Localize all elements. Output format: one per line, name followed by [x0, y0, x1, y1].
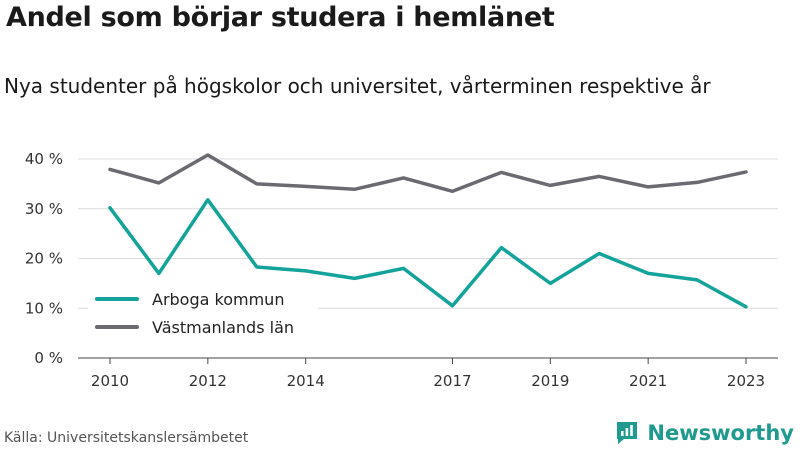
x-tick-label: 2017 — [433, 372, 471, 390]
legend-label: Västmanlands län — [152, 318, 294, 337]
x-tick-label: 2023 — [727, 372, 765, 390]
x-tick-label: 2012 — [189, 372, 227, 390]
x-tick-label: 2019 — [531, 372, 569, 390]
series-line-västmanlands-län — [108, 153, 748, 194]
y-tick-label: 0 % — [34, 349, 63, 367]
y-tick-label: 30 % — [25, 200, 63, 218]
y-tick-label: 10 % — [25, 299, 63, 317]
y-tick-label: 40 % — [25, 150, 63, 168]
series-line-arboga-kommun — [108, 198, 748, 309]
brand-name: Newsworthy — [647, 421, 794, 445]
chart-subtitle: Nya studenter på högskolor och universit… — [4, 74, 711, 98]
y-tick-label: 20 % — [25, 250, 63, 268]
newsworthy-brand[interactable]: Newsworthy — [615, 420, 794, 446]
x-tick-label: 2010 — [91, 372, 129, 390]
x-tick-label: 2021 — [629, 372, 667, 390]
x-tick-label: 2014 — [287, 372, 325, 390]
newsworthy-logo-icon — [617, 422, 638, 444]
chart-title: Andel som börjar studera i hemlänet — [6, 2, 555, 33]
legend-background — [88, 284, 318, 340]
legend-label: Arboga kommun — [152, 290, 284, 309]
source-note: Källa: Universitetskanslersämbetet — [4, 430, 249, 446]
